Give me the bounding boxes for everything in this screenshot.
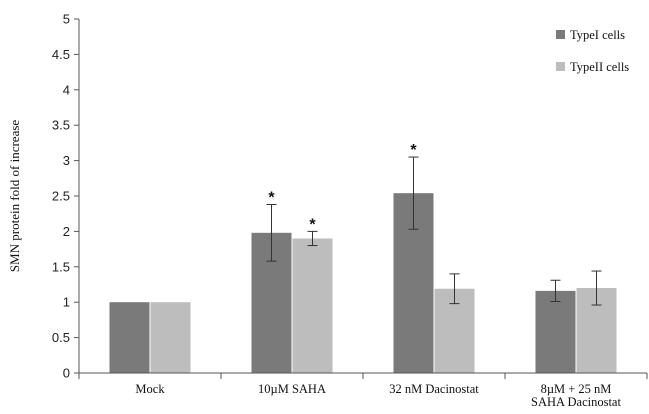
y-tick-label: 1.5 [52,259,70,274]
bar [293,238,333,373]
y-tick-label: 4 [63,82,70,97]
significance-star: * [268,189,275,206]
y-tick-label: 0.5 [52,330,70,345]
x-axis: Mock 10µM SAHA 32 nM Dacinostat 8µM + 25 nM… [79,373,647,409]
y-axis-title: SMN protein fold of increase [7,120,22,273]
bar [536,291,576,373]
y-tick-label: 0 [63,366,70,381]
significance-star: * [410,142,417,159]
legend-label: TypeII cells [570,60,629,74]
y-tick-label: 4.5 [52,47,70,62]
bar [110,302,150,373]
legend: TypeI cells TypeII cells [556,28,629,74]
category-label: 10µM SAHA [258,382,326,396]
category-label: Mock [135,382,165,396]
y-tick-label: 2 [63,224,70,239]
y-tick-label: 3 [63,153,70,168]
bar [151,302,191,373]
y-tick-label: 3.5 [52,118,70,133]
category-label: 32 nM Dacinostat [389,382,479,396]
bars [110,193,617,373]
legend-label: TypeI cells [570,28,625,42]
y-tick-label: 2.5 [52,189,70,204]
legend-swatch [556,62,565,71]
category-label: 8µM + 25 nM [541,382,612,396]
y-tick-label: 1 [63,295,70,310]
significance-star: * [309,216,316,233]
y-axis: 0 0.5 1 1.5 2 2.5 3 3.5 4 4.5 5 [52,12,79,381]
category-label: SAHA Dacinostat [531,395,621,409]
legend-swatch [556,30,565,39]
y-tick-label: 5 [63,12,70,27]
